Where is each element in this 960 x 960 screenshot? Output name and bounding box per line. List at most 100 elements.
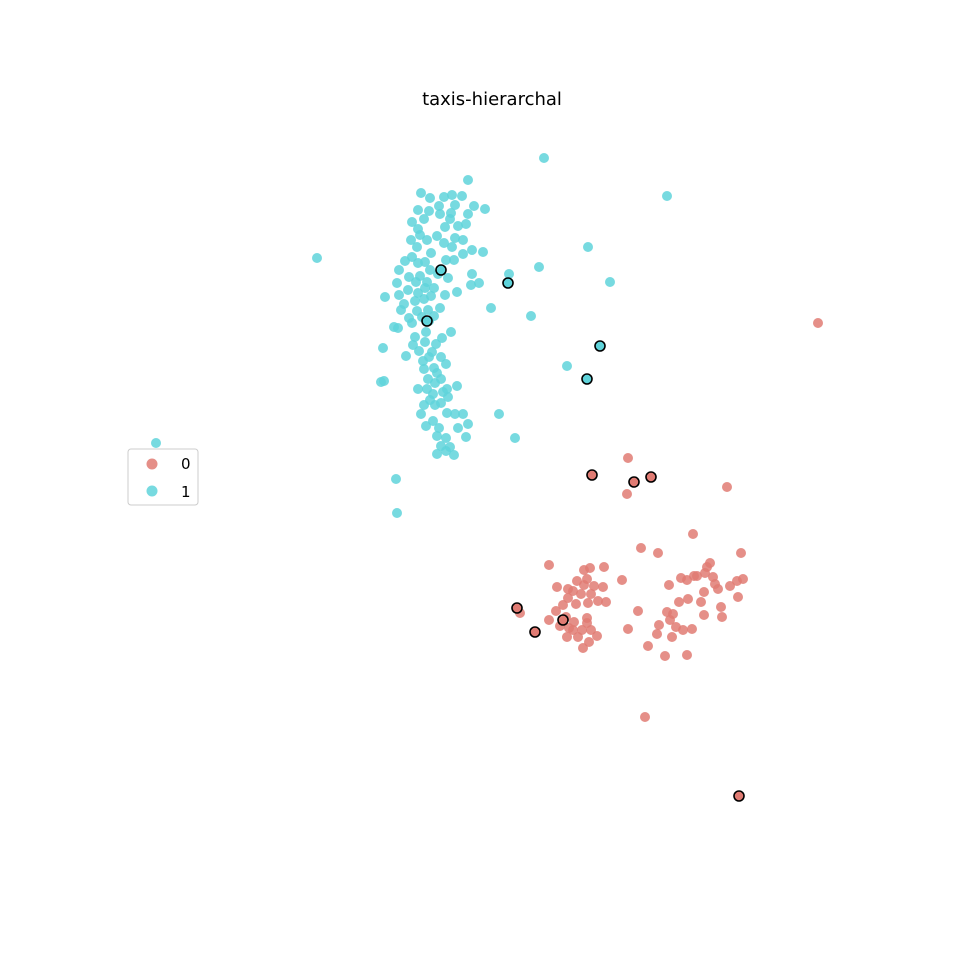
series-1-point-38 xyxy=(379,376,389,386)
series-1-point-20 xyxy=(458,409,468,419)
points-layer xyxy=(151,153,823,802)
series-1-point-102 xyxy=(426,248,436,258)
series-1-point-126 xyxy=(413,205,423,215)
series-1-point-11 xyxy=(510,433,520,443)
series-1-point-9 xyxy=(441,433,451,443)
series-0-point-60 xyxy=(696,597,706,607)
series-0-highlighted-point-3 xyxy=(511,602,523,614)
series-0-point-27 xyxy=(593,596,603,606)
series-1-point-116 xyxy=(440,222,450,232)
series-0-point-82 xyxy=(688,529,698,539)
series-0-point-63 xyxy=(699,587,709,597)
series-0-point-78 xyxy=(736,548,746,558)
series-1-point-125 xyxy=(480,204,490,214)
series-1-points xyxy=(151,153,672,518)
series-1-point-130 xyxy=(469,201,479,211)
series-1-point-17 xyxy=(416,409,426,419)
series-1-point-79 xyxy=(392,278,402,288)
series-1-point-98 xyxy=(420,257,430,267)
series-1-point-111 xyxy=(450,233,460,243)
series-1-point-44 xyxy=(436,352,446,362)
series-1-point-119 xyxy=(407,217,417,227)
series-0-point-44 xyxy=(617,575,627,585)
series-1-point-95 xyxy=(526,311,536,321)
series-0-point-40 xyxy=(544,560,554,570)
series-1-point-143 xyxy=(534,262,544,272)
series-1-point-120 xyxy=(419,214,429,224)
series-1-point-3 xyxy=(432,449,442,459)
series-0-point-14 xyxy=(577,625,587,635)
series-1-point-101 xyxy=(407,252,417,262)
series-1-point-86 xyxy=(415,271,425,281)
series-1-highlighted-point-2 xyxy=(421,315,433,327)
series-1-point-30 xyxy=(442,384,452,394)
series-1-point-57 xyxy=(389,322,399,332)
series-1-point-128 xyxy=(434,201,444,211)
series-0-point-43 xyxy=(599,562,609,572)
series-0-point-57 xyxy=(699,610,709,620)
series-1-point-104 xyxy=(467,245,477,255)
series-1-point-107 xyxy=(447,242,457,252)
series-0-point-39 xyxy=(582,574,592,584)
series-1-point-5 xyxy=(449,450,459,460)
series-1-point-1 xyxy=(391,474,401,484)
series-1-point-42 xyxy=(441,359,451,369)
series-1-point-117 xyxy=(453,221,463,231)
series-1-point-70 xyxy=(426,291,436,301)
series-1-point-51 xyxy=(378,343,388,353)
series-0-point-56 xyxy=(654,620,664,630)
series-1-point-72 xyxy=(413,288,423,298)
series-1-point-114 xyxy=(432,231,442,241)
series-1-point-8 xyxy=(432,431,442,441)
series-1-point-39 xyxy=(419,364,429,374)
series-1-point-133 xyxy=(447,190,457,200)
series-1-point-73 xyxy=(452,287,462,297)
series-0-point-0 xyxy=(640,712,650,722)
series-1-point-89 xyxy=(425,265,435,275)
series-0-point-67 xyxy=(664,580,674,590)
series-1-point-132 xyxy=(439,192,449,202)
series-0-point-31 xyxy=(586,589,596,599)
series-1-point-53 xyxy=(410,332,420,342)
series-1-point-127 xyxy=(424,206,434,216)
series-1-point-76 xyxy=(403,285,413,295)
series-1-point-14 xyxy=(453,423,463,433)
legend: 0 1 xyxy=(127,448,199,506)
series-0-point-36 xyxy=(589,581,599,591)
series-0-highlighted-point-4 xyxy=(586,469,598,481)
series-1-point-108 xyxy=(439,238,449,248)
series-0-point-20 xyxy=(544,615,554,625)
series-0-point-65 xyxy=(725,581,735,591)
series-1-point-103 xyxy=(458,249,468,259)
series-1-point-109 xyxy=(422,235,432,245)
series-1-point-147 xyxy=(662,191,672,201)
series-1-point-65 xyxy=(423,305,433,315)
series-0-point-52 xyxy=(633,606,643,616)
series-0-point-66 xyxy=(733,592,743,602)
series-1-point-145 xyxy=(605,277,615,287)
series-1-point-142 xyxy=(312,253,322,263)
series-1-point-67 xyxy=(399,299,409,309)
series-1-highlighted-point-1 xyxy=(594,340,606,352)
series-1-point-82 xyxy=(443,273,453,283)
series-0-point-45 xyxy=(643,641,653,651)
series-0-point-33 xyxy=(552,582,562,592)
series-0-point-55 xyxy=(665,615,675,625)
series-0-point-30 xyxy=(576,589,586,599)
series-1-point-112 xyxy=(458,235,468,245)
series-1-point-60 xyxy=(404,313,414,323)
series-0-point-83 xyxy=(622,489,632,499)
series-1-point-12 xyxy=(421,421,431,431)
series-1-point-24 xyxy=(436,398,446,408)
series-0-point-9 xyxy=(584,637,594,647)
series-1-point-2 xyxy=(151,438,161,448)
series-1-point-134 xyxy=(457,191,467,201)
series-1-point-131 xyxy=(425,193,435,203)
series-1-point-129 xyxy=(450,200,460,210)
series-1-point-19 xyxy=(450,409,460,419)
series-0-point-80 xyxy=(653,548,663,558)
series-1-point-46 xyxy=(427,347,437,357)
series-0-point-73 xyxy=(708,572,718,582)
series-0-point-42 xyxy=(585,563,595,573)
